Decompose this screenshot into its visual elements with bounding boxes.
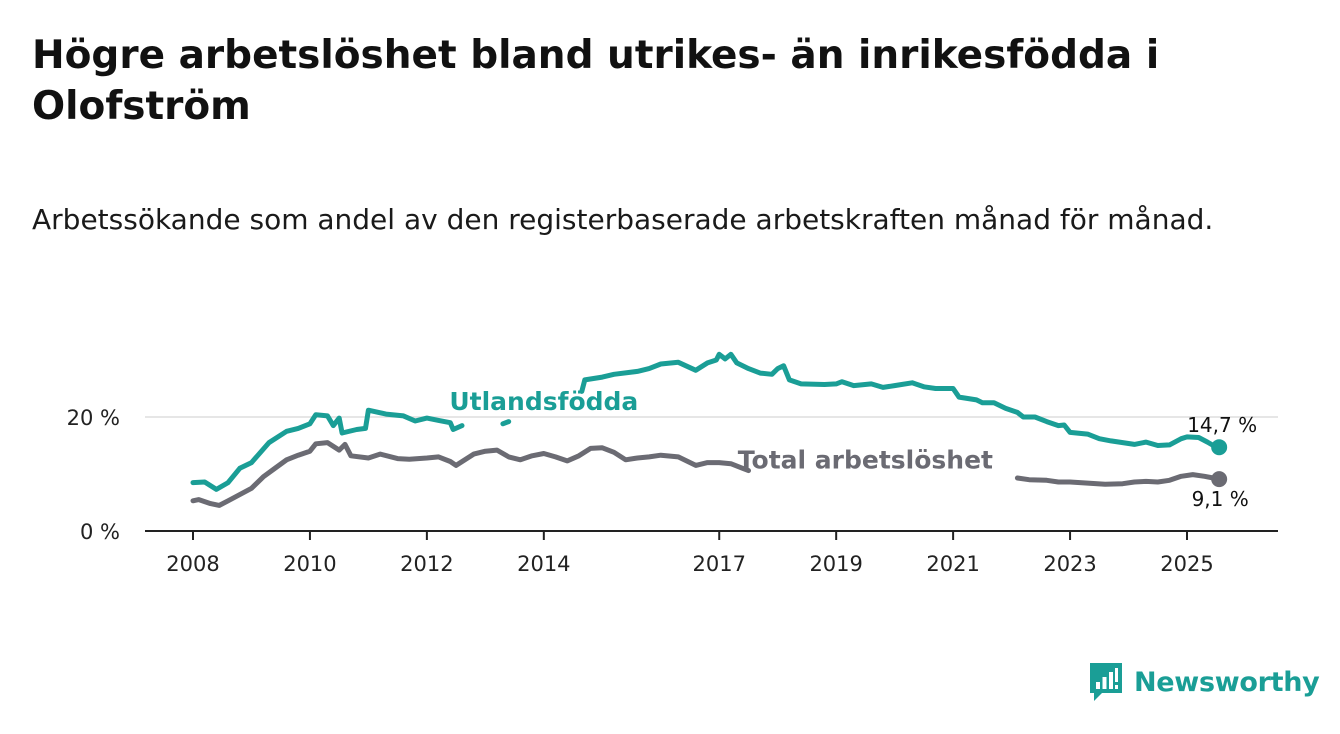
x-tick-label: 2017 xyxy=(693,552,746,576)
x-axis-ticks: 2008 2010 2012 2014 2017 2019 2021 2023 2025 xyxy=(166,531,1214,576)
total-arbetsloshet-line xyxy=(190,440,751,508)
series-labels: 14,7 % 9,1 % Utlandsfödda Total arbetslöshe… xyxy=(449,387,1257,511)
total-arbetsloshet-end-label: 9,1 % xyxy=(1192,487,1249,511)
chart-subtitle: Arbetssökande som andel av den registerb… xyxy=(32,203,1214,236)
y-tick-label: 20 % xyxy=(67,406,120,430)
y-axis-ticks: 0 % 20 % xyxy=(67,406,120,544)
series-label-utlandsfodda: Utlandsfödda xyxy=(449,387,638,416)
utlandsfodda-end-label: 14,7 % xyxy=(1187,413,1257,437)
x-tick-label: 2023 xyxy=(1043,552,1096,576)
x-tick-label: 2014 xyxy=(517,552,570,576)
series-lines xyxy=(190,351,1228,508)
total-arbetsloshet-end-point xyxy=(1211,471,1228,488)
brand-logo: Newsworthy xyxy=(1088,660,1320,704)
x-tick-label: 2008 xyxy=(166,552,219,576)
x-tick-label: 2019 xyxy=(809,552,862,576)
x-tick-label: 2012 xyxy=(400,552,453,576)
x-tick-label: 2021 xyxy=(926,552,979,576)
x-tick-label: 2025 xyxy=(1160,552,1213,576)
utlandsfodda-line xyxy=(190,407,465,492)
brand-name: Newsworthy xyxy=(1134,666,1320,698)
bar-chart-logo-icon xyxy=(1090,663,1122,701)
y-tick-label: 0 % xyxy=(80,520,120,544)
utlandsfodda-line xyxy=(500,419,512,427)
utlandsfodda-end-point xyxy=(1211,439,1228,456)
total-arbetsloshet-line xyxy=(1014,472,1222,487)
series-label-total-arbetsloshet: Total arbetslöshet xyxy=(738,445,993,474)
x-tick-label: 2010 xyxy=(283,552,336,576)
page-title: Högre arbetslöshet bland utrikes- än inr… xyxy=(32,33,1160,129)
utlandsfodda-line xyxy=(579,351,1222,450)
